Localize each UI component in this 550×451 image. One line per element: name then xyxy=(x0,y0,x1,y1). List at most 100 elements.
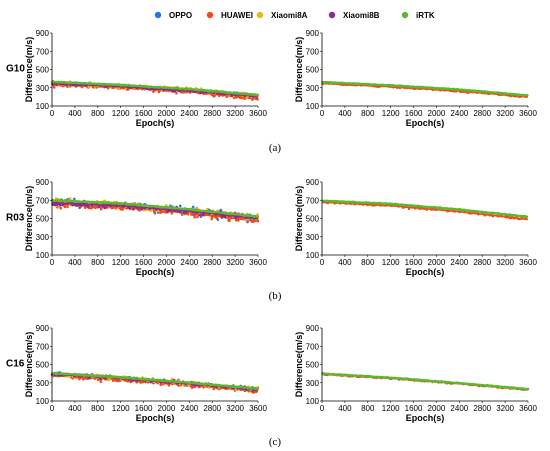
x-tick-label: 1200 xyxy=(382,258,400,267)
x-tick-label: 2400 xyxy=(450,258,468,267)
x-tick-label: 3200 xyxy=(496,404,514,413)
point-xiaomi8a xyxy=(187,384,191,388)
x-axis-label: Epoch(s) xyxy=(136,118,175,128)
point-huawei xyxy=(159,211,162,214)
y-axis-label: Difference(m/s) xyxy=(24,37,34,103)
y-tick-label: 300 xyxy=(306,379,320,388)
x-tick-label: 1600 xyxy=(405,404,423,413)
scatter-points xyxy=(50,197,260,224)
point-huawei xyxy=(210,217,213,221)
x-tick-label: 2400 xyxy=(450,404,468,413)
legend-marker-oppo xyxy=(154,11,162,19)
series-line-huawei xyxy=(321,82,529,98)
x-tick-label: 3600 xyxy=(519,109,537,118)
point-huawei xyxy=(170,212,174,215)
x-tick-label: 1200 xyxy=(382,404,400,413)
x-tick-label: 3200 xyxy=(496,109,514,118)
x-tick-label: 1600 xyxy=(135,109,153,118)
x-tick-label: 0 xyxy=(320,109,325,118)
point-huawei xyxy=(63,205,67,209)
x-tick-label: 1600 xyxy=(405,109,423,118)
x-tick-label: 2800 xyxy=(203,109,221,118)
series-line-irtk xyxy=(51,372,259,390)
y-tick-label: 100 xyxy=(306,102,320,111)
y-tick-label: 100 xyxy=(36,102,50,111)
x-tick-label: 3200 xyxy=(496,258,514,267)
y-tick-label: 700 xyxy=(36,47,50,56)
y-tick-label: 500 xyxy=(36,361,50,370)
x-tick-label: 2400 xyxy=(180,109,198,118)
point-huawei xyxy=(153,211,157,215)
x-tick-label: 3600 xyxy=(249,404,267,413)
point-xiaomi8b xyxy=(103,206,107,210)
point-huawei xyxy=(99,380,103,384)
scatter-points xyxy=(50,371,260,394)
x-tick-label: 2400 xyxy=(180,404,198,413)
panel-caption: (b) xyxy=(269,290,282,302)
series-line-irtk xyxy=(51,80,259,97)
legend-label-oppo: OPPO xyxy=(169,11,192,20)
x-tick-label: 2000 xyxy=(428,404,446,413)
x-axis-label: Epoch(s) xyxy=(406,413,445,423)
y-tick-label: 700 xyxy=(306,196,320,205)
plot-c16-left: 0 400 800 1200 1600 2000 2400 2800 3200 3600 100 30… xyxy=(24,324,267,423)
y-tick-label: 100 xyxy=(306,397,320,406)
scatter-points xyxy=(50,80,260,101)
y-tick-label: 100 xyxy=(36,397,50,406)
series-line-irtk xyxy=(321,81,529,97)
y-tick-label: 100 xyxy=(36,251,50,260)
point-oppo xyxy=(178,204,182,208)
point-oppo xyxy=(191,205,195,209)
y-tick-label: 300 xyxy=(36,233,50,242)
x-tick-label: 1600 xyxy=(135,404,153,413)
x-axis-label: Epoch(s) xyxy=(406,118,445,128)
y-axis-label: Difference(m/s) xyxy=(24,186,34,252)
point-xiaomi8b xyxy=(198,213,202,217)
scatter-points xyxy=(321,199,529,221)
point-huawei xyxy=(159,383,162,387)
x-tick-label: 0 xyxy=(50,258,55,267)
point-xiaomi8b xyxy=(183,211,186,215)
plot-r03-left: 0 400 800 1200 1600 2000 2400 2800 3200 3600 100 30… xyxy=(24,178,267,277)
x-tick-label: 2800 xyxy=(203,404,221,413)
y-tick-label: 900 xyxy=(36,178,50,187)
point-huawei xyxy=(83,206,87,210)
legend-marker-xiaomi8b xyxy=(328,11,336,19)
x-tick-label: 2400 xyxy=(450,109,468,118)
series-line-xiaomi8b xyxy=(51,82,259,98)
x-tick-label: 1200 xyxy=(112,404,130,413)
point-huawei xyxy=(228,219,231,222)
x-tick-label: 1200 xyxy=(112,109,130,118)
x-tick-label: 400 xyxy=(68,109,82,118)
y-axis-label: Difference(m/s) xyxy=(294,332,304,398)
point-huawei xyxy=(66,205,69,209)
x-tick-label: 400 xyxy=(338,404,352,413)
x-tick-label: 400 xyxy=(68,404,82,413)
point-huawei xyxy=(193,214,196,217)
point-xiaomi8a xyxy=(107,378,111,382)
point-xiaomi8b xyxy=(99,377,102,381)
x-axis-label: Epoch(s) xyxy=(406,267,445,277)
x-tick-label: 2800 xyxy=(473,109,491,118)
y-tick-label: 900 xyxy=(36,29,50,38)
scatter-points xyxy=(321,372,530,391)
x-tick-label: 3600 xyxy=(519,258,537,267)
x-tick-label: 800 xyxy=(91,109,105,118)
legend: OPPO HUAWEI Xiaomi8A Xiaomi8B iRTK xyxy=(154,11,435,20)
plot-c16-right: 0 400 800 1200 1600 2000 2400 2800 3200 3600 100 30… xyxy=(294,324,537,423)
panels: G10 (a) 0 400 800 1200 1600 2000 2400 2800 3200 360… xyxy=(6,29,537,448)
x-tick-label: 3200 xyxy=(226,404,244,413)
panel-caption: (c) xyxy=(269,436,282,448)
y-tick-label: 900 xyxy=(306,324,320,333)
x-tick-label: 800 xyxy=(361,258,375,267)
y-tick-label: 900 xyxy=(36,324,50,333)
x-tick-label: 400 xyxy=(68,258,82,267)
plot-g10-left: 0 400 800 1200 1600 2000 2400 2800 3200 3600 100 30… xyxy=(24,29,267,128)
x-tick-label: 1600 xyxy=(135,258,153,267)
y-tick-label: 300 xyxy=(306,84,320,93)
x-tick-label: 800 xyxy=(361,404,375,413)
point-xiaomi8b xyxy=(132,207,135,211)
series-line-irtk xyxy=(321,372,529,391)
y-tick-label: 700 xyxy=(36,342,50,351)
point-huawei xyxy=(53,86,56,89)
